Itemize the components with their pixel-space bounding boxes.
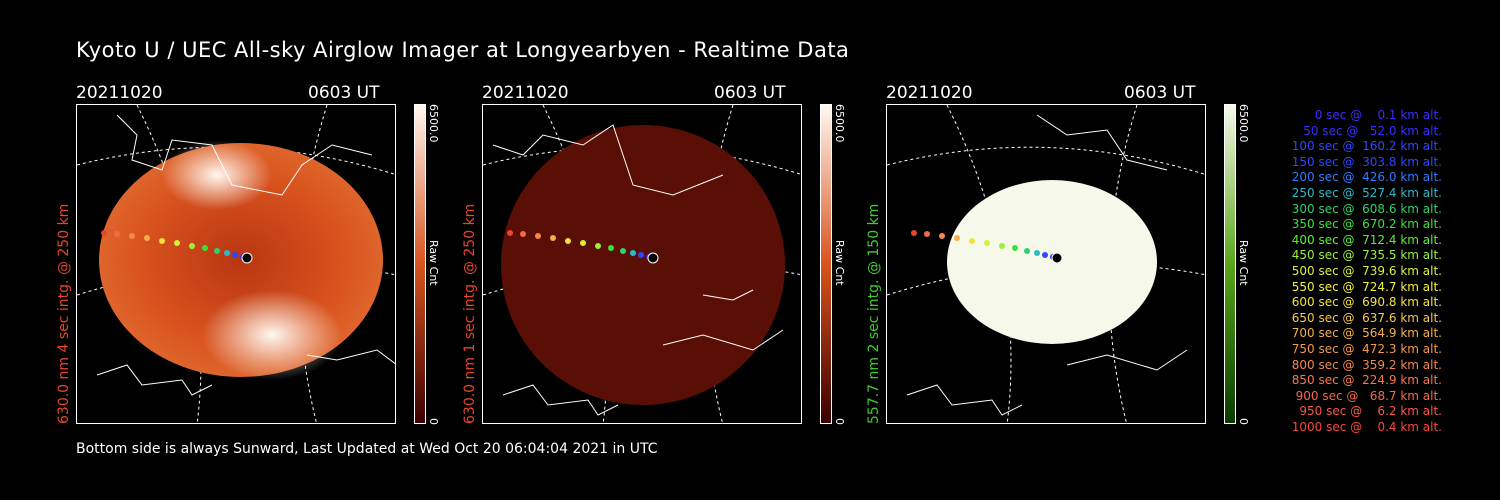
- legend-entry: 1000 sec @ 0.4 km alt.: [1291, 419, 1442, 434]
- panel-3-cbar-label: Raw Cnt: [1237, 240, 1250, 286]
- legend-entry: 700 sec @ 564.9 km alt.: [1291, 326, 1442, 341]
- legend-entry: 300 sec @ 608.6 km alt.: [1291, 201, 1442, 216]
- panel-2-date: 20211020: [482, 83, 569, 103]
- legend-entry: 150 sec @ 303.8 km alt.: [1291, 154, 1442, 169]
- legend-entry: 450 sec @ 735.5 km alt.: [1291, 248, 1442, 263]
- panel-1-ylabel: 630.0 nm 4 sec intg. @ 250 km: [56, 203, 72, 424]
- panel-1-image: [76, 104, 396, 424]
- legend-entry: 800 sec @ 359.2 km alt.: [1291, 357, 1442, 372]
- legend-entry: 850 sec @ 224.9 km alt.: [1291, 373, 1442, 388]
- panel-1-time: 0603 UT: [308, 83, 380, 103]
- legend-entry: 50 sec @ 52.0 km alt.: [1303, 123, 1442, 138]
- legend-entry: 550 sec @ 724.7 km alt.: [1291, 279, 1442, 294]
- legend-entry: 600 sec @ 690.8 km alt.: [1291, 295, 1442, 310]
- panel-2-colorbar: [820, 104, 832, 424]
- legend-entry: 500 sec @ 739.6 km alt.: [1291, 263, 1442, 278]
- panel-3-time: 0603 UT: [1124, 83, 1196, 103]
- panel-3-image: [886, 104, 1206, 424]
- legend-entry: 650 sec @ 637.6 km alt.: [1291, 310, 1442, 325]
- panel-3-date: 20211020: [886, 83, 973, 103]
- panel-2-cbar-label: Raw Cnt: [833, 240, 846, 286]
- panel-2-image: [482, 104, 802, 424]
- panel-3-cbar-max: 6500.0: [1237, 104, 1250, 143]
- panel-2-ylabel: 630.0 nm 1 sec intg. @ 250 km: [462, 203, 478, 424]
- footer-note: Bottom side is always Sunward, Last Upda…: [76, 441, 658, 457]
- page-title: Kyoto U / UEC All-sky Airglow Imager at …: [76, 38, 850, 62]
- legend-entry: 400 sec @ 712.4 km alt.: [1291, 232, 1442, 247]
- panel-1-date: 20211020: [76, 83, 163, 103]
- panel-1-cbar-max: 6500.0: [427, 104, 440, 143]
- panel-3-colorbar: [1224, 104, 1236, 424]
- legend-entry: 200 sec @ 426.0 km alt.: [1291, 170, 1442, 185]
- panel-1-cbar-min: 0: [427, 418, 440, 425]
- legend-entry: 350 sec @ 670.2 km alt.: [1291, 217, 1442, 232]
- legend-entry: 100 sec @ 160.2 km alt.: [1291, 139, 1442, 154]
- panel-1-colorbar: [414, 104, 426, 424]
- trajectory-legend: 0 sec @ 0.1 km alt. 50 sec @ 52.0 km alt.…: [1292, 108, 1442, 435]
- panel-2-time: 0603 UT: [714, 83, 786, 103]
- legend-entry: 750 sec @ 472.3 km alt.: [1291, 341, 1442, 356]
- trajectory-dots: [101, 230, 253, 264]
- panel-3-ylabel: 557.7 nm 2 sec intg. @ 150 km: [866, 203, 882, 424]
- panel-3-cbar-min: 0: [1237, 418, 1250, 425]
- legend-entry: 900 sec @ 68.7 km alt.: [1295, 388, 1442, 403]
- legend-entry: 0 sec @ 0.1 km alt.: [1314, 108, 1442, 122]
- legend-entry: 250 sec @ 527.4 km alt.: [1291, 185, 1442, 200]
- panel-1-cbar-label: Raw Cnt: [427, 240, 440, 286]
- panel-2-cbar-max: 6500.0: [833, 104, 846, 143]
- panel-2-cbar-min: 0: [833, 418, 846, 425]
- legend-entry: 950 sec @ 6.2 km alt.: [1299, 404, 1442, 419]
